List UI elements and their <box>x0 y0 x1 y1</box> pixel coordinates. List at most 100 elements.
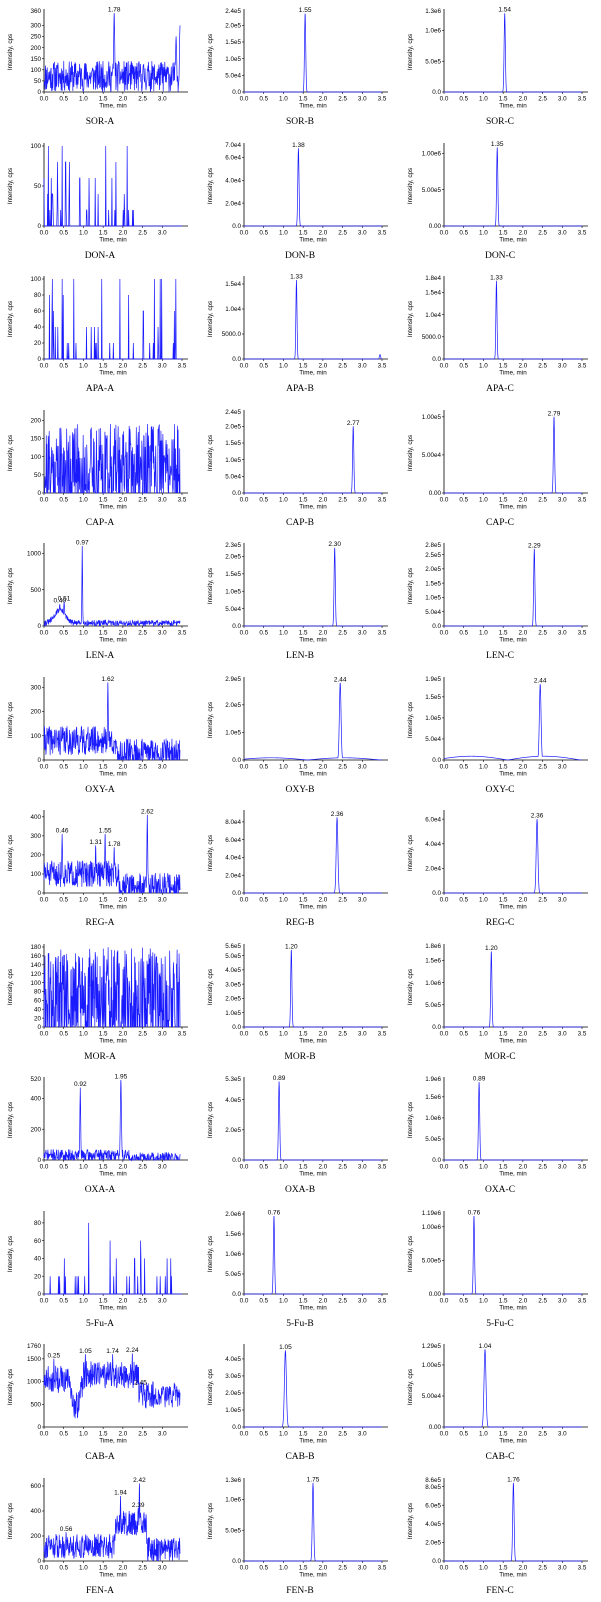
x-tick-label: 0.5 <box>259 1431 268 1438</box>
panel-caption: MOR-B <box>284 1051 316 1062</box>
x-tick-label: 1.0 <box>479 496 488 503</box>
x-tick-label: 1.0 <box>279 229 288 236</box>
y-tick-label: 0.0 <box>232 89 241 96</box>
y-tick-label: 5.0e5 <box>225 1271 241 1278</box>
y-axis-title: Intensity, cps <box>207 167 214 203</box>
x-tick-label: 2.0 <box>518 496 527 503</box>
panel-caption: LEN-A <box>85 651 115 661</box>
x-tick-label: 0.0 <box>40 229 49 236</box>
y-tick-label: 300 <box>30 684 41 691</box>
peak-label: 0.89 <box>473 1076 486 1083</box>
chromatogram-plot: 0.0 5.0e4 1.0e5 1.5e5 2.0e5 2.3e5 0.0 0.5 1.0 1.5… <box>207 541 388 644</box>
chromatogram-trace <box>443 683 583 760</box>
peak-label: 0.76 <box>268 1209 281 1216</box>
peak-label: 1.04 <box>479 1343 492 1350</box>
x-tick-label: 0.5 <box>459 1030 468 1037</box>
x-tick-label: 1.5 <box>99 1431 108 1438</box>
y-tick-label: 2.0e5 <box>225 1390 241 1397</box>
x-tick-label: 0.0 <box>440 1164 449 1171</box>
x-tick-label: 1.5 <box>499 1164 508 1171</box>
y-tick-label: 2.0e5 <box>225 554 241 561</box>
x-tick-label: 0.0 <box>240 496 249 503</box>
y-axis-title: Intensity, cps <box>207 34 214 70</box>
peak-label: 1.95 <box>115 1074 128 1081</box>
x-tick-label: 0.0 <box>240 630 249 637</box>
y-tick-label: 5.0e4 <box>225 473 241 480</box>
y-top-label: 1.29e5 <box>422 1343 442 1350</box>
y-tick-label: 0.0 <box>232 890 241 897</box>
y-axis-title: Intensity, cps <box>7 167 14 203</box>
x-tick-label: 2.5 <box>138 496 147 503</box>
y-tick-label: 200 <box>30 852 41 859</box>
x-tick-label: 0.5 <box>259 897 268 904</box>
chart-panel-len-a: 0 500 1000 0.0 0.5 1.0 1.5 2.0 2.5 3.0 3.5 Time, mi… <box>0 534 200 668</box>
y-tick-label: 5000.0 <box>422 334 442 341</box>
y-axis-title: Intensity, cps <box>207 1369 214 1405</box>
peak-label: 1.31 <box>89 839 102 846</box>
y-tick-label: 5.00e5 <box>422 1257 442 1264</box>
chromatogram-trace <box>444 819 582 894</box>
y-tick-label: 0.0 <box>432 890 441 897</box>
chromatogram-plot: 0.00 5.00e4 1.00e5 1.29e5 0.0 0.5 1.0 1.5 2.0 2.5… <box>407 1343 588 1445</box>
x-tick-label: 2.5 <box>538 763 547 770</box>
x-axis-title: Time, min <box>99 1304 127 1311</box>
panel-caption: CAB-B <box>285 1452 315 1462</box>
x-axis-title: Time, min <box>99 637 127 644</box>
y-tick-label: 1.0e5 <box>225 1407 241 1414</box>
peak-label: 2.30 <box>328 541 341 548</box>
x-tick-label: 2.5 <box>338 897 347 904</box>
x-tick-label: 1.0 <box>79 496 88 503</box>
y-tick-label: 2.0e5 <box>225 995 241 1002</box>
x-tick-label: 3.5 <box>178 496 187 503</box>
y-tick-label: 300 <box>30 833 41 840</box>
x-tick-label: 3.5 <box>578 1030 587 1037</box>
y-top-label: 1.9e5 <box>425 676 441 683</box>
chromatogram-plot: 0 50 100 150 200 0.0 0.5 1.0 1.5 2.0 2.5 3.0 3.5 Time… <box>7 409 188 510</box>
x-tick-label: 3.5 <box>378 630 387 637</box>
y-top-label: 7.0e4 <box>225 142 241 149</box>
y-tick-label: 2.0e5 <box>225 1127 241 1134</box>
chromatogram-plot: 0.0 1.0e5 2.0e5 2.9e5 0.0 0.5 1.0 1.5 2.0 2.5 3.0 T… <box>207 676 388 777</box>
y-tick-label: 0.0 <box>232 490 241 497</box>
y-axis-title: Intensity, cps <box>7 301 14 337</box>
y-tick-label: 80 <box>34 1220 42 1227</box>
x-tick-label: 0.0 <box>240 897 249 904</box>
x-tick-label: 1.5 <box>299 229 308 236</box>
peak-label: 1.75 <box>307 1476 320 1483</box>
y-tick-label: 1500 <box>27 1356 42 1363</box>
y-tick-label: 200 <box>30 1126 41 1133</box>
x-tick-label: 2.5 <box>538 897 547 904</box>
x-tick-label: 0.5 <box>259 1564 268 1571</box>
x-tick-label: 1.5 <box>99 363 108 370</box>
x-tick-label: 1.0 <box>279 630 288 637</box>
chromatogram-plot: 0.0 5.0e5 1.0e6 1.5e6 1.9e6 0.0 0.5 1.0 1.5 2.0 2.… <box>407 1076 588 1178</box>
y-tick-label: 0.0 <box>232 623 241 630</box>
y-tick-label: 5.0e4 <box>225 606 241 613</box>
x-tick-label: 0.5 <box>59 1564 68 1571</box>
y-axis-title: Intensity, cps <box>207 1235 214 1271</box>
x-tick-label: 3.0 <box>158 763 167 770</box>
x-tick-label: 3.5 <box>178 1030 187 1037</box>
chromatogram-trace <box>244 949 382 1027</box>
peak-label: 2.45 <box>134 1380 147 1387</box>
peak-label: 1.20 <box>285 943 298 950</box>
y-tick-label: 1.5e5 <box>425 694 441 701</box>
x-tick-label: 1.5 <box>299 897 308 904</box>
chromatogram-trace <box>243 682 383 760</box>
chart-panel-cab-b: 0.0 1.0e5 2.0e5 3.0e5 4.0e5 0.0 0.5 1.0 1.5 2.0 2.… <box>200 1335 400 1469</box>
x-tick-label: 2.5 <box>538 1297 547 1304</box>
x-tick-label: 0.0 <box>440 96 449 103</box>
x-tick-label: 0.0 <box>40 1030 49 1037</box>
chart-panel-5-fu-b: 0.0 5.0e5 1.0e6 1.5e6 2.0e6 0.0 0.5 1.0 1.5 2.0 2.… <box>200 1202 400 1336</box>
y-axis-title: Intensity, cps <box>7 1502 14 1538</box>
peak-label: 2.36 <box>331 811 344 818</box>
x-tick-label: 2.5 <box>138 630 147 637</box>
chromatogram-plot: 0.0 1.0e5 2.0e5 3.0e5 4.0e5 0.0 0.5 1.0 1.5 2.0 2.… <box>207 1344 388 1445</box>
y-tick-label: 0 <box>37 223 41 230</box>
peak-label: 2.44 <box>534 677 547 684</box>
peak-label: 1.55 <box>299 7 312 14</box>
x-tick-label: 3.0 <box>558 1297 567 1304</box>
x-tick-label: 1.5 <box>499 630 508 637</box>
y-top-label: 1.19e6 <box>422 1210 442 1217</box>
y-tick-label: 1.00e6 <box>422 150 442 157</box>
